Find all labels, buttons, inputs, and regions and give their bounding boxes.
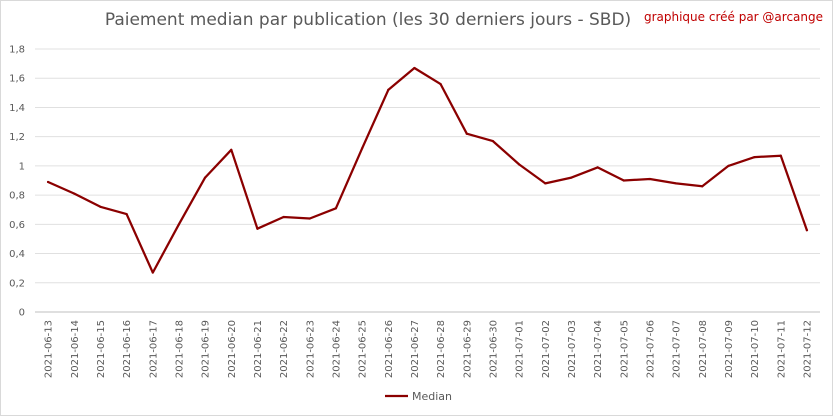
x-tick-label: 2021-06-29 xyxy=(462,320,473,378)
gridlines xyxy=(35,48,820,313)
data-point xyxy=(727,164,730,167)
x-tick-label: 2021-06-15 xyxy=(96,320,107,378)
data-point xyxy=(465,132,468,135)
x-tick-label: 2021-07-12 xyxy=(802,320,813,378)
chart-title: Paiement median par publication (les 30 … xyxy=(104,10,632,30)
x-tick-label: 2021-06-17 xyxy=(148,320,159,378)
data-point xyxy=(544,182,547,185)
x-tick-label: 2021-06-16 xyxy=(122,320,133,378)
y-tick-label: 1 xyxy=(19,161,25,172)
data-point xyxy=(282,215,285,219)
x-tick-label: 2021-06-28 xyxy=(436,320,447,378)
x-tick-label: 2021-06-18 xyxy=(174,320,185,378)
data-point xyxy=(99,205,102,208)
data-point xyxy=(413,66,416,70)
x-tick-label: 2021-07-06 xyxy=(645,320,656,378)
data-point xyxy=(596,166,599,169)
y-tick-label: 1,6 xyxy=(9,74,25,85)
series-line-median xyxy=(46,66,809,274)
data-point xyxy=(256,227,259,230)
x-tick-label: 2021-06-22 xyxy=(279,320,290,378)
x-tick-label: 2021-07-10 xyxy=(750,320,761,378)
y-tick-label: 0,8 xyxy=(9,191,25,202)
data-point xyxy=(151,271,154,274)
data-point xyxy=(73,192,76,195)
x-tick-label: 2021-06-20 xyxy=(227,320,238,378)
x-tick-label: 2021-07-03 xyxy=(567,320,578,378)
x-tick-label: 2021-06-21 xyxy=(253,320,264,378)
data-point xyxy=(701,185,704,188)
x-tick-label: 2021-06-25 xyxy=(358,320,369,378)
y-axis-ticks: 0 0,2 0,4 0,6 0,8 1 1,2 1,4 1,6 1,8 xyxy=(9,45,25,319)
x-tick-label: 2021-06-30 xyxy=(488,320,499,378)
x-tick-label: 2021-07-08 xyxy=(698,320,709,378)
series-layer xyxy=(46,66,809,274)
data-point xyxy=(46,180,50,184)
data-point xyxy=(230,148,233,151)
data-point xyxy=(387,88,390,92)
y-tick-label: 0,6 xyxy=(9,220,25,231)
legend: Median xyxy=(385,390,452,403)
data-point xyxy=(203,176,207,179)
data-point xyxy=(753,156,756,159)
x-tick-label: 2021-07-04 xyxy=(593,320,604,378)
chart-credit: graphique créé par @arcange xyxy=(643,10,823,24)
x-tick-label: 2021-07-07 xyxy=(672,320,683,378)
data-point xyxy=(622,179,625,182)
data-point xyxy=(360,147,364,150)
y-tick-label: 1,2 xyxy=(9,132,25,143)
data-point xyxy=(491,139,495,143)
data-point xyxy=(779,154,782,157)
x-tick-label: 2021-06-27 xyxy=(410,320,421,378)
x-tick-label: 2021-06-13 xyxy=(44,320,55,378)
data-point xyxy=(648,177,652,181)
y-tick-label: 1,4 xyxy=(9,103,25,114)
data-point xyxy=(177,223,181,226)
x-axis-ticks: 2021-06-13 2021-06-14 2021-06-15 2021-06-16… xyxy=(44,320,814,378)
data-point xyxy=(517,163,521,166)
x-tick-label: 2021-06-14 xyxy=(70,320,81,378)
data-point xyxy=(805,229,809,232)
data-point xyxy=(674,182,678,185)
x-tick-label: 2021-06-24 xyxy=(331,320,342,378)
data-point xyxy=(570,176,573,179)
x-tick-label: 2021-07-02 xyxy=(541,320,552,378)
y-tick-label: 1,8 xyxy=(9,45,25,56)
legend-label: Median xyxy=(412,390,452,403)
y-tick-label: 0,4 xyxy=(9,249,25,260)
y-tick-label: 0 xyxy=(19,308,25,319)
x-tick-label: 2021-06-26 xyxy=(384,320,395,378)
data-point xyxy=(334,207,338,210)
data-point xyxy=(308,217,311,220)
data-point xyxy=(125,213,128,216)
x-tick-label: 2021-07-09 xyxy=(724,320,735,378)
x-tick-label: 2021-06-23 xyxy=(305,320,316,378)
x-tick-label: 2021-07-01 xyxy=(515,320,526,378)
data-point xyxy=(439,82,442,86)
y-tick-label: 0,2 xyxy=(9,278,25,289)
x-tick-label: 2021-07-05 xyxy=(619,320,630,378)
x-tick-label: 2021-07-11 xyxy=(776,320,787,378)
x-tick-label: 2021-06-19 xyxy=(201,320,212,378)
